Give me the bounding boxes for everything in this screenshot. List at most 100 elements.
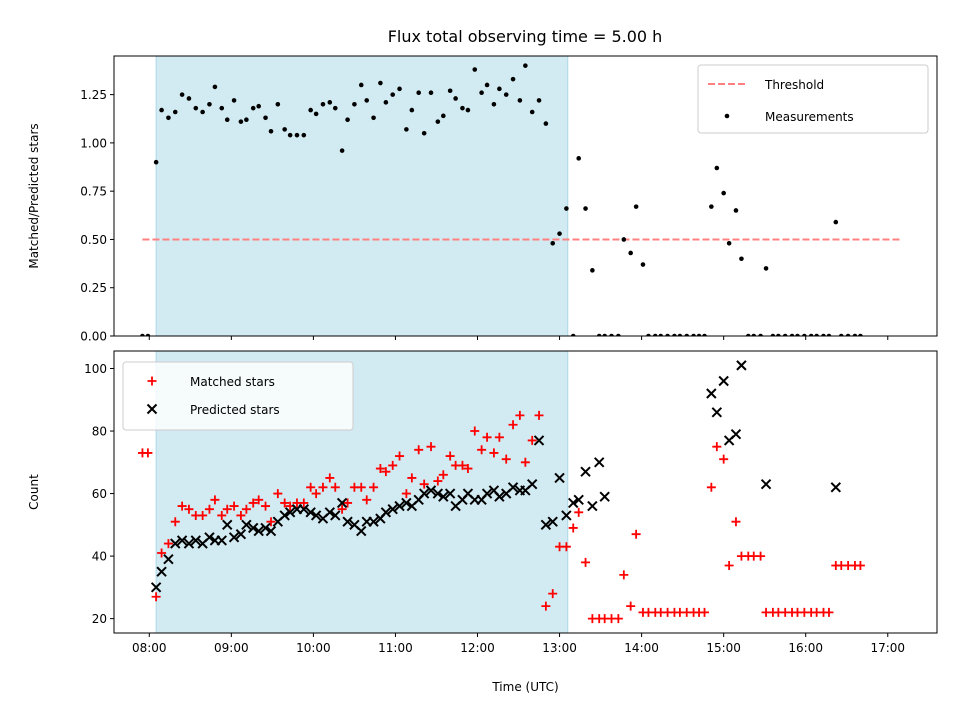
matched-star-point xyxy=(631,529,641,539)
predicted-star-point xyxy=(248,522,259,534)
predicted-star-point xyxy=(305,507,316,518)
predicted-star-point xyxy=(432,488,444,499)
matched-star-point xyxy=(184,504,194,514)
y-tick-label: 0.25 xyxy=(80,281,107,295)
measurement-point xyxy=(808,333,814,336)
matched-star-point xyxy=(568,523,578,533)
matched-star-point xyxy=(433,476,443,486)
predicted-star-point xyxy=(356,525,367,537)
measurement-point xyxy=(159,107,164,113)
predicted-star-point xyxy=(540,519,552,531)
x-tick-label: 09:00 xyxy=(214,641,249,655)
measurement-point xyxy=(536,98,542,103)
matched-star-point xyxy=(337,504,347,514)
predicted-star-point xyxy=(418,488,430,499)
predicted-star-point xyxy=(150,582,162,593)
measurement-point xyxy=(416,90,421,95)
matched-star-point xyxy=(222,504,232,514)
measurement-point xyxy=(308,107,313,113)
measurement-point xyxy=(852,333,858,336)
measurement-point xyxy=(523,63,528,68)
legend-matched-swatch xyxy=(147,376,157,386)
legend: Threshold Measurements xyxy=(697,64,929,134)
matched-star-point xyxy=(143,448,153,458)
matched-star-point xyxy=(527,435,537,445)
legend-matched-label: Matched stars xyxy=(190,375,275,389)
matched-star-point xyxy=(824,607,834,617)
measurement-point xyxy=(263,115,268,121)
measurement-point xyxy=(219,105,225,111)
matched-star-point xyxy=(482,432,492,442)
predicted-star-point xyxy=(711,407,723,418)
measurement-point xyxy=(383,100,389,105)
measurement-point xyxy=(684,333,690,336)
matched-star-point xyxy=(520,457,530,467)
legend-measurement-swatch xyxy=(724,113,730,119)
measurement-point xyxy=(602,333,607,336)
predicted-star-point xyxy=(438,491,449,502)
measurement-point xyxy=(590,268,595,273)
plot-area xyxy=(140,63,902,336)
matched-star-point xyxy=(463,464,473,474)
predicted-star-point xyxy=(425,485,437,496)
predicted-star-point xyxy=(736,360,747,371)
predicted-star-point xyxy=(587,500,598,512)
measurement-point xyxy=(826,333,832,336)
matched-star-point xyxy=(356,482,366,492)
matched-star-point xyxy=(236,510,246,520)
measurement-point xyxy=(833,219,839,225)
measurement-point xyxy=(583,206,588,211)
predicted-star-point xyxy=(594,457,605,468)
predicted-star-point xyxy=(190,535,201,546)
measurement-point xyxy=(564,206,569,211)
measurement-point xyxy=(721,190,726,196)
measurement-point xyxy=(358,82,364,88)
matched-star-point xyxy=(470,426,480,436)
measurement-point xyxy=(739,256,744,262)
top-panel: 0.00 0.25 0.50 0.75 1.00 1.25 Matched/Predicte… xyxy=(27,55,938,344)
y-axis-label: Matched/Predicted stars xyxy=(27,123,41,268)
matched-star-point xyxy=(369,482,379,492)
predicted-star-point xyxy=(330,510,341,521)
x-tick-label: 14:00 xyxy=(624,641,659,655)
y-tick-label: 40 xyxy=(92,550,107,564)
matched-star-point xyxy=(210,495,220,505)
matched-star-point xyxy=(731,517,741,527)
matched-star-point xyxy=(508,420,518,430)
measurement-point xyxy=(543,121,549,126)
predicted-star-point xyxy=(260,522,271,534)
measurement-point xyxy=(751,333,757,336)
matched-star-point xyxy=(261,501,271,511)
y-tick-label: 0.00 xyxy=(80,330,107,344)
matched-star-point xyxy=(151,592,161,602)
predicted-star-point xyxy=(830,482,842,493)
predicted-star-point xyxy=(170,538,181,549)
predicted-star-point xyxy=(599,491,610,502)
matched-star-point xyxy=(381,467,391,477)
measurement-point xyxy=(282,127,287,132)
measurement-point xyxy=(658,333,664,336)
measurement-point xyxy=(570,333,576,336)
predicted-star-point xyxy=(279,510,290,521)
predicted-star-point xyxy=(222,519,233,531)
measurement-point xyxy=(294,132,300,138)
measurement-point xyxy=(691,333,696,336)
measurement-point xyxy=(224,117,230,123)
measurement-point xyxy=(447,88,453,94)
matched-star-point xyxy=(375,464,385,474)
measurement-point xyxy=(339,148,345,153)
measurement-point xyxy=(770,333,776,336)
measurement-point xyxy=(529,109,535,115)
matched-star-point xyxy=(198,510,208,520)
measurement-point xyxy=(404,127,409,132)
measurement-point xyxy=(212,84,218,90)
measurement-point xyxy=(435,119,441,124)
axes-frame xyxy=(113,350,938,634)
matched-star-point xyxy=(700,607,710,617)
matched-star-point xyxy=(477,445,487,455)
y-tick-label: 1.25 xyxy=(80,88,107,102)
observing-window-span xyxy=(155,350,569,634)
measurement-point xyxy=(378,80,383,86)
predicted-star-point xyxy=(342,516,353,527)
measurement-point xyxy=(301,132,307,138)
